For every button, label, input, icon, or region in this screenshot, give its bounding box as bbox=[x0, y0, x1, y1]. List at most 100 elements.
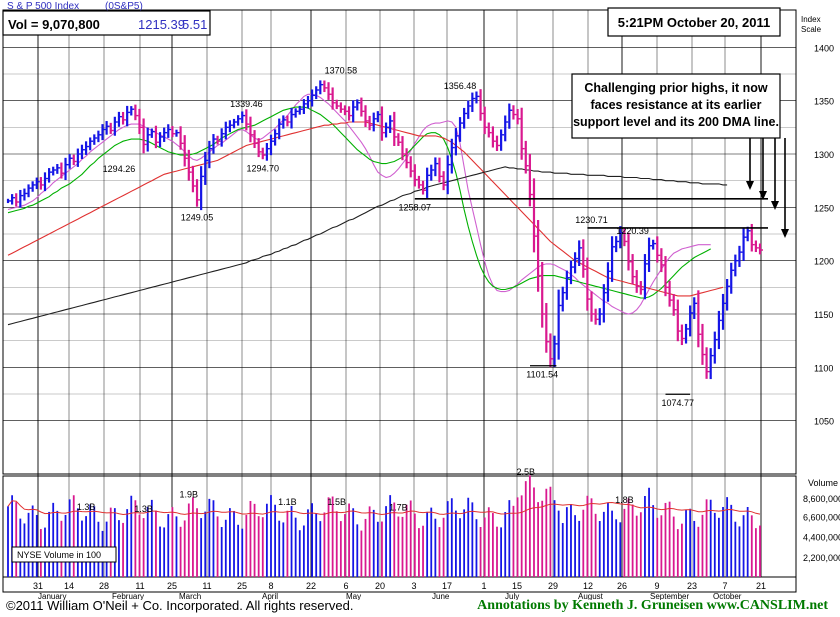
price-bar bbox=[730, 262, 735, 294]
price-bar bbox=[573, 252, 579, 274]
price-bar bbox=[93, 134, 98, 145]
price-bar bbox=[146, 127, 151, 152]
price-bar bbox=[594, 308, 599, 325]
price-bar bbox=[442, 171, 447, 191]
price-bar bbox=[532, 178, 537, 253]
price-bar bbox=[72, 154, 77, 166]
price-bar bbox=[150, 128, 155, 138]
annotation-arrowhead bbox=[781, 229, 789, 238]
volume-legend-box bbox=[11, 546, 117, 563]
volume-legend-text: NYSE Volume in 100 bbox=[17, 550, 101, 560]
annotation-text: faces resistance at its earlier bbox=[591, 98, 762, 112]
price-bar bbox=[446, 155, 451, 195]
price-bar bbox=[84, 141, 90, 155]
price-bar bbox=[121, 111, 127, 125]
price-bar bbox=[171, 126, 176, 138]
price-bar bbox=[80, 144, 85, 160]
volume-value: Vol = 9,070,800 bbox=[8, 17, 100, 32]
date-tick-label: 26 bbox=[617, 581, 627, 591]
price-bar bbox=[327, 82, 332, 100]
price-bar bbox=[47, 168, 53, 183]
price-bar bbox=[126, 105, 131, 127]
price-bar bbox=[261, 147, 266, 160]
ma-line-21-day bbox=[7, 106, 711, 299]
volume-tick-label: 6,600,000 bbox=[803, 512, 840, 522]
price-bar bbox=[463, 107, 468, 129]
price-bar bbox=[298, 105, 303, 115]
volume-peak-label: 2.5B bbox=[517, 467, 536, 477]
price-bar bbox=[397, 133, 402, 146]
volume-peak-label: 1.7B bbox=[389, 502, 408, 512]
timestamp: 5:21PM October 20, 2011 bbox=[618, 15, 770, 30]
price-label: 1294.70 bbox=[247, 164, 280, 174]
annotation-box bbox=[571, 73, 781, 139]
price-bar bbox=[245, 109, 250, 131]
price-bar bbox=[742, 228, 747, 261]
price-bar bbox=[430, 164, 435, 181]
y-tick-label: 1100 bbox=[814, 363, 833, 373]
volume-axis-label: Volume (00) bbox=[808, 478, 840, 488]
price-bar bbox=[175, 129, 180, 137]
price-bar bbox=[409, 156, 414, 178]
month-label: January bbox=[38, 592, 66, 600]
price-bar bbox=[652, 239, 657, 250]
price-bar bbox=[586, 257, 591, 311]
symbol: (0S&P5) bbox=[105, 1, 143, 12]
date-tick-label: 14 bbox=[64, 581, 74, 591]
price-bar bbox=[60, 162, 65, 179]
price-bar bbox=[257, 138, 262, 158]
volume-peak-label: 1.8B bbox=[615, 495, 634, 505]
annotation-arrowhead bbox=[759, 191, 767, 200]
price-bar bbox=[504, 115, 509, 142]
month-label: August bbox=[578, 592, 604, 600]
price-bar bbox=[89, 137, 94, 151]
price-bar bbox=[282, 115, 287, 129]
price-bar bbox=[274, 129, 279, 146]
price-bar bbox=[335, 99, 340, 110]
price-bar bbox=[680, 324, 685, 346]
y-tick-label: 1300 bbox=[814, 150, 834, 160]
price-label: 1258.07 bbox=[399, 203, 432, 213]
price-bar bbox=[734, 254, 739, 277]
price-bar bbox=[97, 130, 102, 143]
price-bar bbox=[228, 120, 233, 133]
price-bar bbox=[39, 177, 44, 190]
price-label: 1294.26 bbox=[103, 164, 136, 174]
price-bar bbox=[413, 164, 418, 187]
price-bar bbox=[138, 108, 143, 135]
price-bar bbox=[610, 236, 616, 282]
y-tick-label: 1400 bbox=[814, 43, 834, 53]
price-bar bbox=[6, 198, 11, 204]
y-tick-label: 1250 bbox=[814, 203, 834, 213]
price-bar bbox=[713, 331, 718, 364]
price-bar bbox=[676, 299, 681, 342]
price-bar bbox=[426, 167, 431, 198]
volume-peak-label: 1.3B bbox=[77, 502, 96, 512]
price-bar bbox=[372, 112, 377, 132]
price-bar bbox=[726, 279, 731, 311]
price-bar bbox=[619, 226, 624, 249]
price-bar bbox=[475, 91, 480, 104]
y-tick-label: 1050 bbox=[814, 417, 834, 427]
stock-chart: 1050 1100 1150 1200 1250 1300 1350 1400 IndexSca… bbox=[2, 1, 840, 601]
price-bar bbox=[310, 89, 316, 107]
price-bar bbox=[500, 129, 505, 151]
price-bar bbox=[623, 228, 628, 247]
price-label: 1249.05 bbox=[181, 212, 214, 222]
price-bar bbox=[721, 293, 727, 330]
date-tick-label: 15 bbox=[512, 581, 522, 591]
price-bar bbox=[569, 260, 574, 285]
price-bar bbox=[113, 116, 118, 136]
month-label: February bbox=[112, 592, 144, 600]
date-tick-label: 28 bbox=[99, 581, 109, 591]
price-bar bbox=[360, 97, 365, 117]
price-bar bbox=[709, 348, 714, 380]
price-bar bbox=[578, 240, 583, 266]
y-tick-label: 1200 bbox=[814, 257, 834, 267]
date-tick-label: 23 bbox=[687, 581, 697, 591]
price-bar bbox=[754, 240, 759, 253]
ma-line-10-day bbox=[7, 93, 711, 315]
price-bar bbox=[216, 135, 221, 145]
price-bar bbox=[105, 121, 110, 135]
date-tick-label: 8 bbox=[268, 581, 273, 591]
